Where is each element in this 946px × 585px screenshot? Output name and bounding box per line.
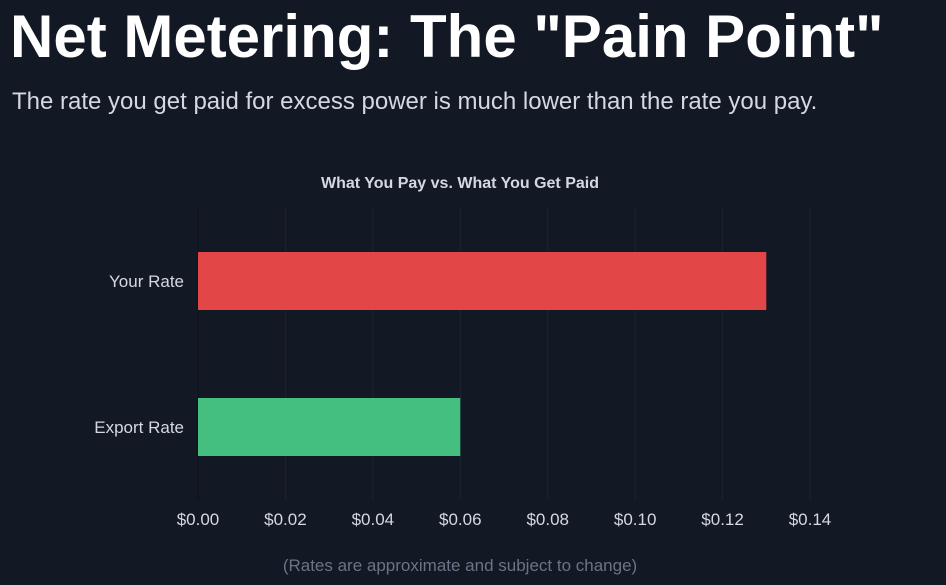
chart-category-labels: Your Rate Export Rate [94, 272, 184, 437]
chart-grid [197, 208, 811, 500]
footnote: (Rates are approximate and subject to ch… [282, 556, 638, 575]
x-tick-label: $0.10 [614, 510, 657, 529]
chart-container: What You Pay vs. What You Get Paid Your … [0, 160, 946, 585]
chart-bars [198, 252, 767, 456]
x-tick-label: $0.08 [526, 510, 569, 529]
x-tick-label: $0.02 [264, 510, 307, 529]
bar-chart: What You Pay vs. What You Get Paid Your … [94, 175, 832, 529]
x-tick-label: $0.06 [439, 510, 482, 529]
chart-x-tick-labels: $0.00 $0.02 $0.04 $0.06 $0.08 $0.10 $0.12 $0.14 [177, 510, 832, 529]
page-title: Net Metering: The "Pain Point" [10, 3, 884, 70]
x-tick-label: $0.14 [789, 510, 832, 529]
x-tick-label: $0.12 [701, 510, 744, 529]
page-subtitle: The rate you get paid for excess power i… [12, 88, 818, 115]
chart-title: What You Pay vs. What You Get Paid [321, 175, 599, 192]
category-label: Export Rate [94, 418, 184, 437]
x-tick-label: $0.04 [352, 510, 395, 529]
category-label: Your Rate [109, 272, 184, 291]
x-tick-label: $0.00 [177, 510, 220, 529]
bar-your-rate [198, 252, 767, 310]
bar-export-rate [198, 398, 461, 456]
